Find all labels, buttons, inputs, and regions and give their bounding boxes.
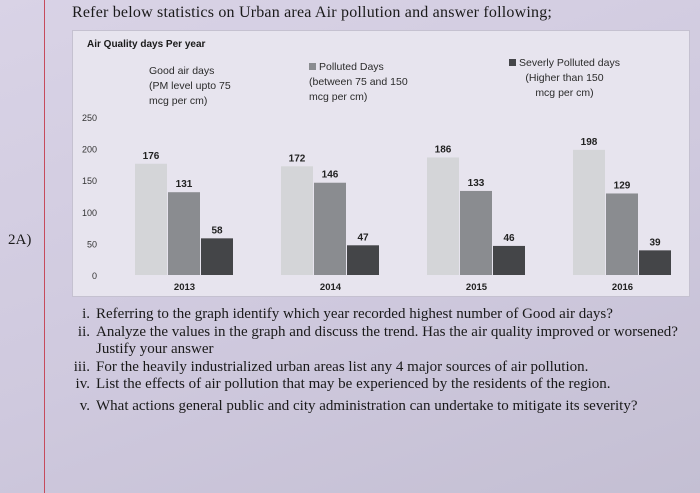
question-text: Analyze the values in the graph and disc… <box>96 323 678 358</box>
bar <box>168 192 200 275</box>
data-label: 131 <box>176 179 193 190</box>
data-label: 198 <box>581 137 598 148</box>
question-item: ii. Analyze the values in the graph and d… <box>50 324 695 359</box>
legend-label: (Higher than 150 <box>525 72 604 84</box>
question-roman-numeral: ii. <box>77 323 90 340</box>
data-label: 172 <box>289 153 306 164</box>
margin-line <box>44 0 45 493</box>
y-tick-label: 250 <box>82 113 97 123</box>
bar <box>639 250 671 275</box>
data-label: 146 <box>322 170 339 181</box>
bar <box>135 163 167 275</box>
legend-item: Good air days (PM level upto 75 mcg per cm… <box>149 64 231 109</box>
question-number: 2A) <box>8 232 32 248</box>
question-item: v. What actions general public and city a… <box>50 398 695 416</box>
data-label: 47 <box>357 232 369 243</box>
legend-swatch <box>509 59 516 66</box>
y-tick-label: 50 <box>87 239 97 249</box>
bar <box>347 245 379 275</box>
legend-label: (PM level upto 75 <box>149 80 231 92</box>
data-label: 133 <box>468 178 485 189</box>
question-roman-numeral: v. <box>79 397 90 414</box>
chart-panel: 0 50 100 150 200 250 176 131 58 2013 172 146 47 2014 1… <box>72 30 690 297</box>
legend-label: Severly Polluted days <box>509 56 620 71</box>
bar <box>460 190 492 275</box>
legend-label: mcg per cm) <box>149 95 208 107</box>
legend-item: Severly Polluted days (Higher than 150 mcg… <box>509 56 620 101</box>
data-label: 176 <box>143 151 160 162</box>
data-label: 186 <box>435 144 452 155</box>
question-item: i. Referring to the graph identify which … <box>50 306 695 324</box>
bar-chart: 0 50 100 150 200 250 176 131 58 2013 172 146 47 2014 1… <box>82 113 671 293</box>
y-tick-label: 100 <box>82 208 97 218</box>
legend-label: Polluted Days <box>309 60 408 75</box>
legend-label: Good air days <box>149 65 215 77</box>
legend-label: mcg per cm) <box>309 91 368 103</box>
question-text: List the effects of air pollution that m… <box>96 376 611 393</box>
bar <box>314 182 346 275</box>
bar <box>606 193 638 275</box>
question-item: iii. For the heavily industrialized urban… <box>50 359 695 377</box>
x-tick-label: 2016 <box>612 282 633 293</box>
y-tick-label: 150 <box>82 176 97 186</box>
chart-title: Air Quality days Per year <box>87 39 206 50</box>
question-text: What actions general public and city adm… <box>96 397 638 414</box>
bar <box>573 149 605 275</box>
legend-label: (between 75 and 150 <box>309 76 408 88</box>
question-roman-numeral: i. <box>82 306 90 322</box>
x-tick-label: 2014 <box>320 282 342 293</box>
question-roman-numeral: iv. <box>75 376 90 393</box>
data-label: 129 <box>614 180 631 191</box>
bar <box>427 157 459 275</box>
question-roman-numeral: iii. <box>73 358 90 375</box>
page-heading: Refer below statistics on Urban area Air… <box>72 4 553 21</box>
y-tick-label: 0 <box>92 271 97 281</box>
bar <box>493 245 525 275</box>
x-tick-label: 2015 <box>466 282 488 293</box>
data-label: 46 <box>503 233 515 244</box>
question-list: i. Referring to the graph identify which … <box>50 306 695 416</box>
question-text: Referring to the graph identify which ye… <box>96 306 613 322</box>
legend-item: Polluted Days (between 75 and 150 mcg per … <box>309 60 408 105</box>
legend-label: mcg per cm) <box>535 87 594 99</box>
bar <box>281 166 313 275</box>
y-tick-label: 200 <box>82 145 97 155</box>
data-label: 58 <box>211 225 223 236</box>
question-item: iv. List the effects of air pollution tha… <box>50 376 695 394</box>
question-text: For the heavily industrialized urban are… <box>96 358 589 375</box>
data-label: 39 <box>649 237 661 248</box>
bar <box>201 238 233 275</box>
x-tick-label: 2013 <box>174 282 195 293</box>
legend-swatch <box>309 63 316 70</box>
